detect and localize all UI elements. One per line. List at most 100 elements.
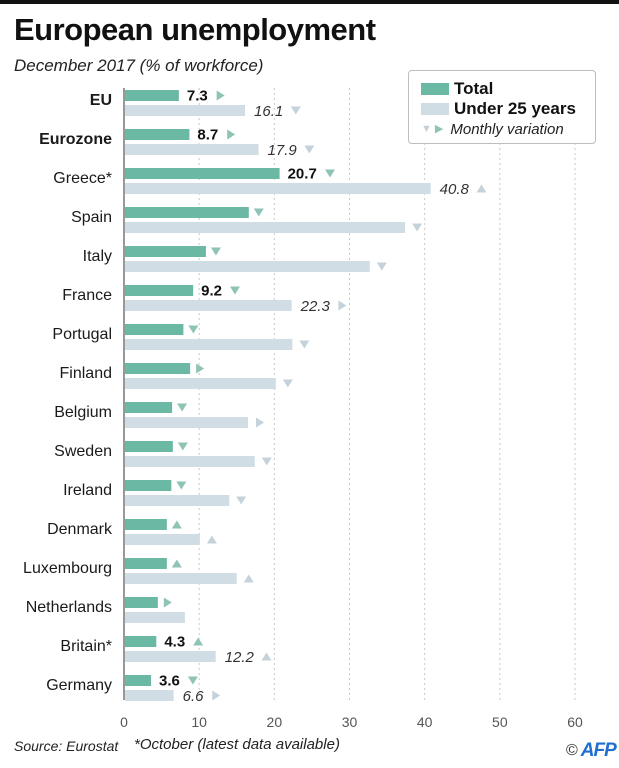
bar-total xyxy=(125,324,184,335)
variation-icon-total xyxy=(176,481,187,490)
variation-icon-under25 xyxy=(206,535,217,544)
top-rule xyxy=(0,0,619,4)
bar-total xyxy=(125,363,191,374)
legend-item-under25: Under 25 years xyxy=(421,99,576,119)
x-tick-label: 60 xyxy=(567,714,583,730)
bar-under25 xyxy=(125,573,237,584)
legend-label-under25: Under 25 years xyxy=(454,99,576,118)
category-label: Eurozone xyxy=(39,131,112,148)
chart-subtitle: December 2017 (% of workforce) xyxy=(14,56,264,75)
bar-total xyxy=(125,285,194,296)
variation-icon-under25 xyxy=(304,145,315,154)
variation-icon-total xyxy=(216,90,225,101)
variation-icon-under25 xyxy=(261,652,272,661)
bar-under25 xyxy=(125,612,185,623)
bar-under25 xyxy=(125,456,255,467)
bar-total xyxy=(125,441,173,452)
variation-icon-under25 xyxy=(290,106,301,115)
legend-swatch-under25 xyxy=(421,103,449,115)
source-note: Source: Eurostat xyxy=(14,738,119,754)
bar-under25 xyxy=(125,339,293,350)
variation-icon-total xyxy=(196,363,205,374)
bar-under25 xyxy=(125,261,370,272)
variation-icon-total xyxy=(324,169,335,178)
bar-under25 xyxy=(125,183,431,194)
category-label: Denmark xyxy=(47,521,113,538)
bar-total xyxy=(125,519,167,530)
x-tick-label: 10 xyxy=(191,714,207,730)
bar-total xyxy=(125,129,190,140)
bar-total xyxy=(125,90,179,101)
category-label: France xyxy=(62,287,112,304)
x-tick-label: 40 xyxy=(417,714,433,730)
variation-icon-total xyxy=(171,520,182,529)
category-label: Belgium xyxy=(54,404,112,421)
bar-total xyxy=(125,480,172,491)
bar-under25 xyxy=(125,534,200,545)
category-label: Germany xyxy=(46,677,112,694)
bar-total xyxy=(125,168,280,179)
bar-total xyxy=(125,558,167,569)
legend: Total Under 25 years ▼ ▶ Monthly variati… xyxy=(408,70,596,144)
x-tick-label: 20 xyxy=(267,714,283,730)
variation-icon-total xyxy=(177,403,188,412)
variation-icon-total xyxy=(171,559,182,568)
category-label: Spain xyxy=(71,209,112,226)
data-label-total: 4.3 xyxy=(164,634,185,651)
variation-icon-under25 xyxy=(412,223,423,232)
bar-total xyxy=(125,597,158,608)
category-label: Sweden xyxy=(54,443,112,460)
data-label-under25: 40.8 xyxy=(440,181,470,198)
bar-total xyxy=(125,246,206,257)
legend-label-variation: Monthly variation xyxy=(450,121,564,138)
bar-under25 xyxy=(125,495,230,506)
category-label: Britain* xyxy=(60,638,112,655)
legend-swatch-total xyxy=(421,83,449,95)
triangle-right-icon: ▶ xyxy=(434,123,444,135)
variation-icon-total xyxy=(253,208,264,217)
copyright-icon: © xyxy=(566,742,578,759)
bar-total xyxy=(125,207,249,218)
bar-under25 xyxy=(125,378,276,389)
category-label: Portugal xyxy=(52,326,112,343)
variation-icon-under25 xyxy=(476,184,487,193)
variation-icon-total xyxy=(210,247,221,256)
chart-title: European unemployment xyxy=(14,12,376,47)
legend-item-variation: ▼ ▶ Monthly variation xyxy=(421,121,564,138)
footnote: *October (latest data available) xyxy=(134,736,340,753)
bar-under25 xyxy=(125,651,216,662)
x-tick-label: 0 xyxy=(120,714,128,730)
data-label-under25: 17.9 xyxy=(268,142,298,159)
variation-icon-total xyxy=(188,325,199,334)
bar-under25 xyxy=(125,690,174,701)
data-label-total: 9.2 xyxy=(201,283,222,300)
data-label-total: 8.7 xyxy=(197,127,218,144)
variation-icon-total xyxy=(187,676,198,685)
variation-icon-under25 xyxy=(376,262,387,271)
data-label-total: 20.7 xyxy=(288,166,317,183)
variation-icon-under25 xyxy=(236,496,247,505)
bar-total xyxy=(125,675,152,686)
category-label: EU xyxy=(90,92,112,109)
variation-icon-under25 xyxy=(299,340,310,349)
bar-total xyxy=(125,636,157,647)
variation-icon-total xyxy=(227,129,236,140)
x-tick-label: 30 xyxy=(342,714,358,730)
bar-under25 xyxy=(125,144,259,155)
category-label: Ireland xyxy=(63,482,112,499)
variation-icon-total xyxy=(193,637,204,646)
data-label-total: 3.6 xyxy=(159,673,180,690)
variation-icon-under25 xyxy=(261,457,272,466)
credit: © AFP xyxy=(566,740,617,762)
bar-under25 xyxy=(125,105,246,116)
x-tick-label: 50 xyxy=(492,714,508,730)
category-label: Finland xyxy=(60,365,112,382)
data-label-under25: 6.6 xyxy=(183,688,205,705)
variation-icon-under25 xyxy=(256,417,265,428)
variation-icon-total xyxy=(163,597,172,608)
data-label-under25: 22.3 xyxy=(300,298,331,315)
variation-icon-under25 xyxy=(282,379,293,388)
bar-total xyxy=(125,402,173,413)
triangle-down-icon: ▼ xyxy=(421,123,432,135)
legend-item-total: Total xyxy=(421,79,493,99)
